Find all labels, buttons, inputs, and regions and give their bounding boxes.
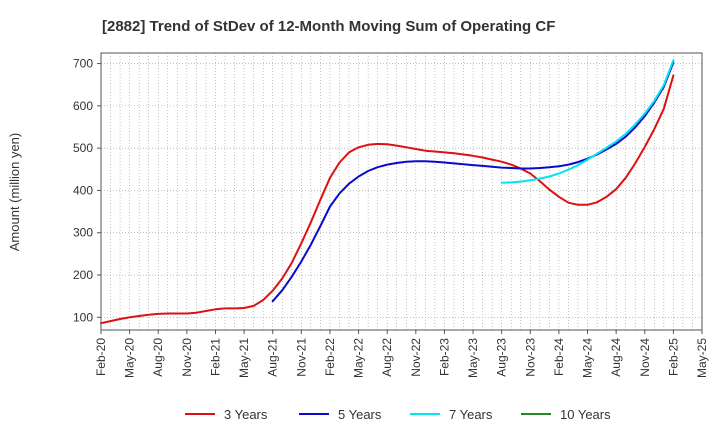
x-tick-label: May-24 — [581, 338, 595, 378]
x-tick-label: Nov-22 — [409, 338, 423, 377]
x-tick-label: Nov-21 — [294, 338, 308, 377]
legend-item-7-years: 7 Years — [410, 407, 493, 422]
x-tick-label: Aug-21 — [266, 338, 280, 377]
legend-item-3-years: 3 Years — [185, 407, 268, 422]
x-tick-label: Aug-24 — [609, 338, 623, 377]
chart-title: [2882] Trend of StDev of 12-Month Moving… — [102, 18, 555, 35]
y-tick-label: 400 — [73, 183, 93, 197]
y-tick-label: 700 — [73, 57, 93, 71]
plot-frame — [100, 52, 703, 331]
plot-background — [101, 53, 702, 330]
y-tick-label: 500 — [73, 141, 93, 155]
x-tick-label: Feb-24 — [552, 338, 566, 376]
x-axis-ticks: Feb-20 May-20 Aug-20 Nov-20 Feb-21 May-21 Aug-… — [94, 330, 709, 378]
legend-label: 7 Years — [449, 407, 493, 422]
x-tick-label: Feb-20 — [94, 338, 108, 376]
series-line-7-years — [500, 59, 675, 184]
legend-item-10-years: 10 Years — [521, 407, 611, 422]
legend-label: 3 Years — [224, 407, 268, 422]
x-tick-label: Aug-22 — [380, 338, 394, 377]
x-tick-label: May-21 — [237, 338, 251, 378]
y-axis-ticks: 100 200 300 400 500 600 700 — [73, 57, 101, 324]
x-tick-label: Aug-20 — [151, 338, 165, 377]
plot-area — [101, 53, 702, 330]
y-axis-label: Amount (million yen) — [7, 133, 22, 252]
x-tick-label: Feb-22 — [323, 338, 337, 376]
plot-border — [100, 52, 703, 331]
x-tick-label: Feb-23 — [437, 338, 451, 376]
legend-item-5-years: 5 Years — [299, 407, 382, 422]
x-tick-label: May-25 — [695, 338, 709, 378]
y-tick-label: 300 — [73, 226, 93, 240]
x-tick-label: May-22 — [352, 338, 366, 378]
series-line-3-years — [100, 74, 675, 325]
grid-lines — [100, 53, 703, 330]
series-layer — [100, 59, 675, 325]
series-line-5-years — [271, 61, 675, 303]
x-tick-label: May-20 — [123, 338, 137, 378]
x-tick-label: Nov-24 — [638, 338, 652, 377]
legend-label: 10 Years — [560, 407, 611, 422]
y-tick-label: 100 — [73, 310, 93, 324]
x-tick-label: Aug-23 — [495, 338, 509, 377]
x-tick-label: Feb-21 — [208, 338, 222, 376]
y-tick-label: 200 — [73, 268, 93, 282]
legend-label: 5 Years — [338, 407, 382, 422]
x-tick-label: Nov-23 — [523, 338, 537, 377]
x-tick-label: May-23 — [466, 338, 480, 378]
legend: 3 Years 5 Years 7 Years 10 Years — [185, 407, 611, 422]
x-tick-label: Feb-25 — [666, 338, 680, 376]
x-tick-label: Nov-20 — [180, 338, 194, 377]
y-tick-label: 600 — [73, 99, 93, 113]
